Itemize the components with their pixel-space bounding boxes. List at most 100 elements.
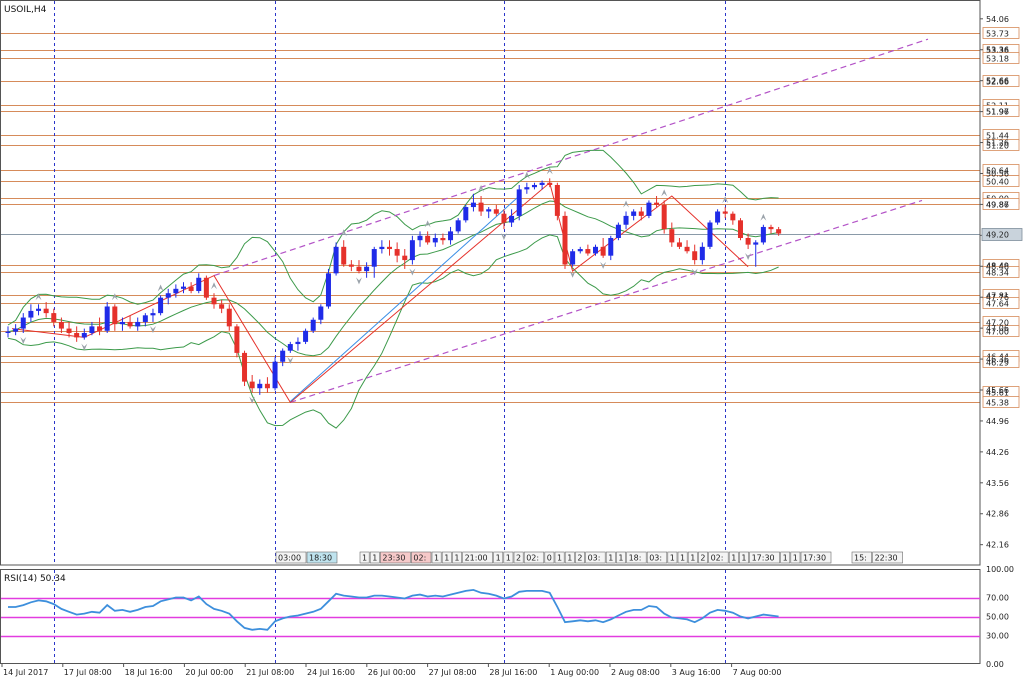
candle-bear	[501, 213, 507, 223]
level-price-tag-box	[982, 105, 1020, 117]
fractal-up-marker	[478, 185, 485, 193]
level-price-tag: 51.97	[986, 108, 1009, 117]
time-tag: 1	[372, 554, 377, 563]
fractal-up-marker	[111, 293, 118, 301]
trend-line	[289, 195, 520, 402]
fractal-up-marker	[211, 282, 218, 290]
candle-bull	[36, 308, 42, 311]
time-tag: 1	[793, 554, 798, 563]
candle-bull	[142, 315, 148, 322]
time-tag: 1	[608, 554, 613, 563]
fractal-down-marker	[355, 277, 362, 285]
time-tag: 1	[496, 554, 501, 563]
level-price-tag-box	[982, 175, 1020, 187]
candle-bear	[66, 328, 72, 334]
fractal-up-marker	[546, 167, 553, 175]
fractal-up-marker	[623, 200, 630, 208]
time-tag-box	[790, 551, 801, 564]
time-tag: 1	[741, 554, 746, 563]
candle-bear	[219, 304, 225, 309]
time-tag: 22:30	[875, 554, 898, 563]
candle-bear	[654, 202, 660, 205]
level-price-tag-box	[982, 27, 1020, 39]
fractal-markers	[20, 167, 767, 404]
rsi-tick-label: 50.00	[986, 613, 1009, 622]
candle-bear	[547, 182, 553, 185]
period-separators	[54, 1, 726, 664]
candle-bear	[249, 381, 255, 389]
bollinger-lower	[7, 234, 779, 429]
time-tag-box	[359, 551, 370, 564]
level-price-tag: 47.00	[986, 328, 1009, 337]
fractal-up-marker	[760, 213, 767, 221]
rsi-panel-frame	[0, 569, 981, 664]
time-tag: 1	[690, 554, 695, 563]
candle-bull	[196, 277, 202, 292]
level-price-tag: 50.64	[986, 167, 1009, 176]
candle-bull	[150, 313, 156, 316]
time-tag: 1	[454, 554, 459, 563]
level-price-tag-box	[982, 297, 1020, 309]
time-tag-box	[554, 551, 565, 564]
time-tag-box	[646, 551, 668, 564]
candle-bear	[394, 249, 400, 256]
candle-bear	[600, 246, 606, 256]
fractal-up-marker	[424, 220, 431, 228]
fractal-down-marker	[409, 268, 416, 276]
candle-bull	[417, 235, 423, 241]
x-tick-label: 20 Jul 00:00	[185, 668, 233, 677]
candle-bull	[295, 341, 301, 345]
candle-bear	[661, 204, 667, 230]
candle-bull	[577, 249, 583, 252]
time-tag: 17:30	[752, 554, 775, 563]
time-tag-box	[708, 551, 729, 564]
time-tag: 15:	[854, 554, 867, 563]
rsi-line	[8, 588, 779, 631]
y-tick-label: 43.56	[986, 479, 1009, 488]
time-axis: 14 Jul 2017 17 Jul 08:00 18 Jul 16:00 20 Ju…	[1, 664, 781, 677]
y-tick-label: 47.76	[986, 293, 1009, 302]
level-price-tag-box	[982, 396, 1020, 408]
candle-bull	[432, 237, 438, 243]
candle-bear	[188, 286, 194, 292]
y-tick-label: 53.36	[986, 46, 1009, 55]
time-tag: 1	[618, 554, 623, 563]
time-tag: 1	[670, 554, 675, 563]
candle-bull	[715, 211, 721, 223]
candle-bull	[287, 344, 293, 351]
candle-bull	[119, 321, 125, 325]
candle-bear	[226, 308, 232, 327]
candle-bull	[379, 246, 385, 250]
time-tag-box	[544, 551, 555, 564]
level-price-tag: 51.44	[986, 132, 1009, 141]
candle-bull	[81, 333, 87, 338]
time-tag-box	[452, 551, 462, 564]
candle-bull	[364, 266, 370, 272]
y-tick-label: 44.96	[986, 417, 1009, 426]
candle-bull	[760, 226, 766, 243]
candle-bear	[211, 297, 217, 305]
time-tag-box	[749, 551, 780, 564]
time-tag-box	[851, 551, 872, 564]
time-tag: 02:	[711, 554, 724, 563]
x-tick-label: 28 Jul 16:00	[489, 668, 537, 677]
level-price-tag-box	[982, 325, 1020, 337]
time-tag-box	[780, 551, 791, 564]
level-price-tag: 48.34	[986, 269, 1009, 278]
candle-bear	[97, 326, 103, 331]
candle-bear	[341, 246, 347, 265]
candle-bear	[402, 255, 408, 261]
y-tick-label: 51.26	[986, 139, 1009, 148]
time-tag-box	[687, 551, 698, 564]
y-tick-label: 54.06	[986, 15, 1009, 24]
level-price-tag-box	[982, 266, 1020, 278]
level-price-tag: 46.29	[986, 359, 1009, 368]
time-tag: 2	[700, 554, 705, 563]
candle-bull	[104, 306, 110, 331]
fractal-down-marker	[249, 396, 256, 404]
level-price-tag: 53.73	[986, 30, 1009, 39]
candle-bear	[127, 321, 133, 327]
time-tag: 17:30	[803, 554, 826, 563]
candle-bull	[707, 222, 713, 247]
time-tag: 1	[731, 554, 736, 563]
